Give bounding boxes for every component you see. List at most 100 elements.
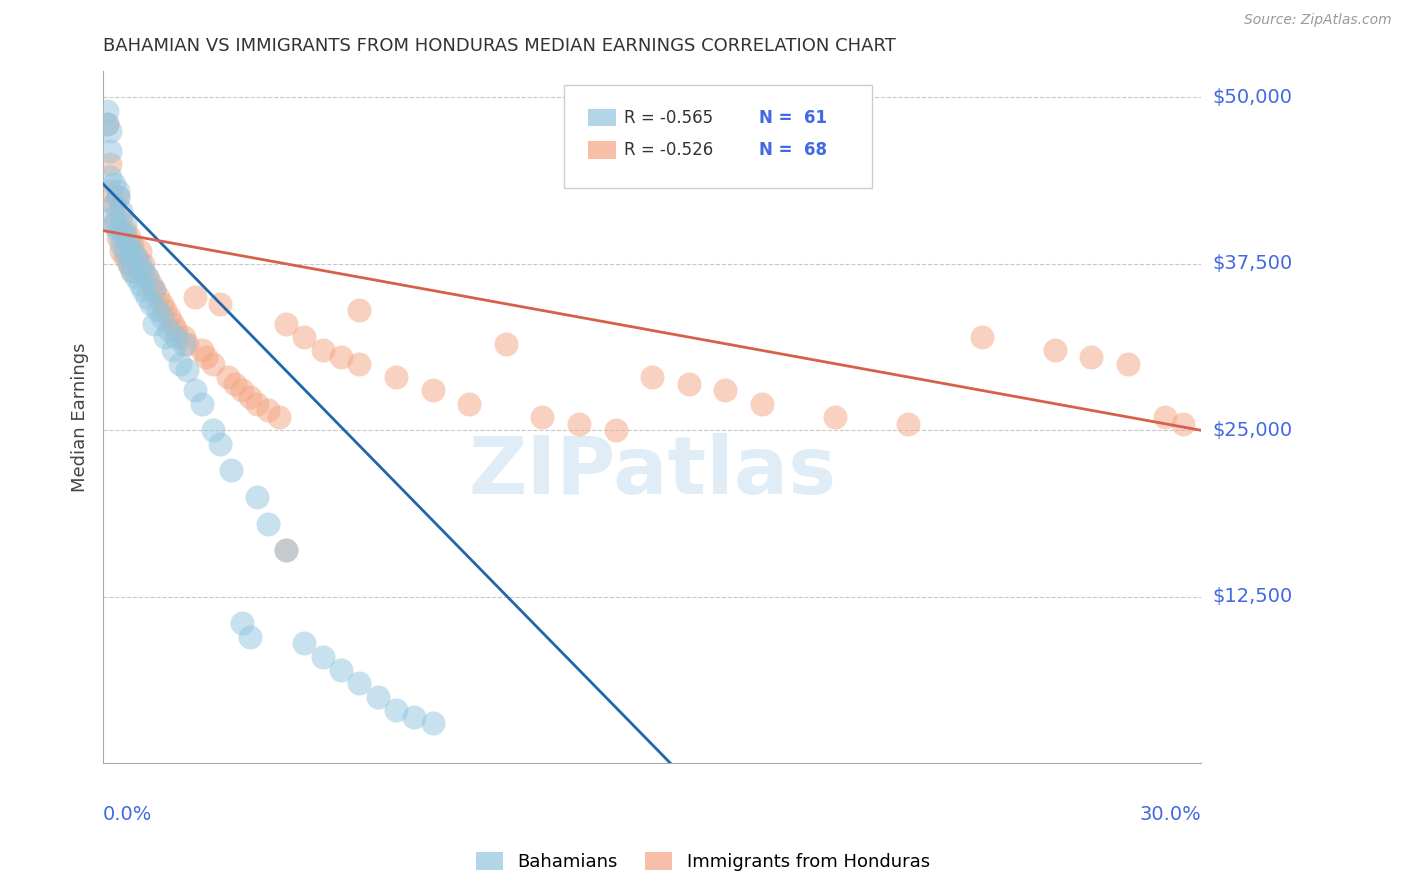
Point bbox=[209, 297, 232, 311]
Point bbox=[349, 303, 371, 318]
Point bbox=[118, 236, 141, 251]
Point bbox=[330, 663, 353, 677]
Point bbox=[118, 257, 141, 271]
Point bbox=[176, 363, 198, 377]
Point bbox=[183, 290, 205, 304]
Point bbox=[1043, 343, 1066, 358]
FancyBboxPatch shape bbox=[589, 109, 616, 126]
FancyBboxPatch shape bbox=[589, 142, 616, 159]
Point bbox=[897, 417, 920, 431]
Point bbox=[121, 263, 143, 277]
Point bbox=[294, 636, 316, 650]
Point bbox=[970, 330, 993, 344]
Point bbox=[568, 417, 591, 431]
Point bbox=[194, 350, 217, 364]
Point bbox=[110, 244, 132, 258]
Point bbox=[191, 343, 214, 358]
Point bbox=[751, 397, 773, 411]
Point bbox=[100, 170, 122, 185]
Point bbox=[118, 257, 141, 271]
Point bbox=[246, 397, 269, 411]
Point bbox=[114, 217, 136, 231]
Point bbox=[114, 244, 136, 258]
Point bbox=[110, 211, 132, 225]
Y-axis label: Median Earnings: Median Earnings bbox=[72, 343, 89, 491]
Point bbox=[128, 257, 150, 271]
Point bbox=[422, 716, 444, 731]
Point bbox=[125, 250, 148, 264]
Point bbox=[458, 397, 481, 411]
Point bbox=[121, 244, 143, 258]
Point bbox=[276, 543, 298, 558]
Point bbox=[96, 117, 118, 131]
Text: 30.0%: 30.0% bbox=[1139, 805, 1201, 824]
Point bbox=[231, 384, 253, 398]
Point bbox=[169, 357, 191, 371]
Point bbox=[114, 230, 136, 244]
Point bbox=[165, 323, 187, 337]
Point bbox=[312, 649, 335, 664]
Point bbox=[714, 384, 737, 398]
Point bbox=[96, 103, 118, 118]
Point bbox=[276, 543, 298, 558]
Legend: Bahamians, Immigrants from Honduras: Bahamians, Immigrants from Honduras bbox=[470, 845, 936, 879]
Point bbox=[385, 370, 408, 384]
Point bbox=[385, 703, 408, 717]
Point bbox=[1080, 350, 1102, 364]
Text: BAHAMIAN VS IMMIGRANTS FROM HONDURAS MEDIAN EARNINGS CORRELATION CHART: BAHAMIAN VS IMMIGRANTS FROM HONDURAS MED… bbox=[103, 37, 896, 55]
Point bbox=[118, 230, 141, 244]
Point bbox=[107, 230, 129, 244]
Point bbox=[107, 190, 129, 204]
Point bbox=[143, 284, 166, 298]
Point bbox=[824, 409, 846, 424]
Point bbox=[107, 223, 129, 237]
Point bbox=[238, 390, 260, 404]
Point bbox=[256, 516, 278, 531]
Point bbox=[125, 250, 148, 264]
Point bbox=[605, 423, 627, 437]
Point bbox=[114, 223, 136, 237]
Point bbox=[495, 336, 517, 351]
Point bbox=[312, 343, 335, 358]
Point bbox=[224, 376, 246, 391]
Point bbox=[100, 184, 122, 198]
Point bbox=[367, 690, 389, 704]
Point bbox=[125, 270, 148, 285]
Point bbox=[641, 370, 664, 384]
Point bbox=[136, 270, 159, 285]
Point bbox=[267, 409, 290, 424]
Point bbox=[146, 303, 169, 318]
Point bbox=[100, 157, 122, 171]
Text: N =  68: N = 68 bbox=[759, 142, 827, 160]
Point bbox=[404, 709, 426, 723]
Point bbox=[157, 310, 180, 325]
Point bbox=[136, 290, 159, 304]
Point bbox=[143, 317, 166, 331]
Text: $37,500: $37,500 bbox=[1212, 254, 1292, 273]
Point bbox=[103, 217, 125, 231]
Point bbox=[155, 303, 177, 318]
Point bbox=[100, 123, 122, 137]
Point bbox=[422, 384, 444, 398]
Point bbox=[209, 436, 232, 450]
Point bbox=[165, 330, 187, 344]
FancyBboxPatch shape bbox=[564, 85, 872, 188]
Point bbox=[1116, 357, 1139, 371]
Point bbox=[531, 409, 554, 424]
Point bbox=[162, 317, 184, 331]
Point bbox=[183, 384, 205, 398]
Text: R = -0.526: R = -0.526 bbox=[624, 142, 713, 160]
Point bbox=[107, 190, 129, 204]
Point bbox=[96, 117, 118, 131]
Point bbox=[231, 616, 253, 631]
Text: $50,000: $50,000 bbox=[1212, 88, 1292, 107]
Point bbox=[276, 317, 298, 331]
Point bbox=[1171, 417, 1194, 431]
Point bbox=[155, 330, 177, 344]
Point bbox=[110, 223, 132, 237]
Point bbox=[114, 250, 136, 264]
Point bbox=[201, 423, 224, 437]
Point bbox=[107, 184, 129, 198]
Point bbox=[150, 310, 173, 325]
Point bbox=[157, 323, 180, 337]
